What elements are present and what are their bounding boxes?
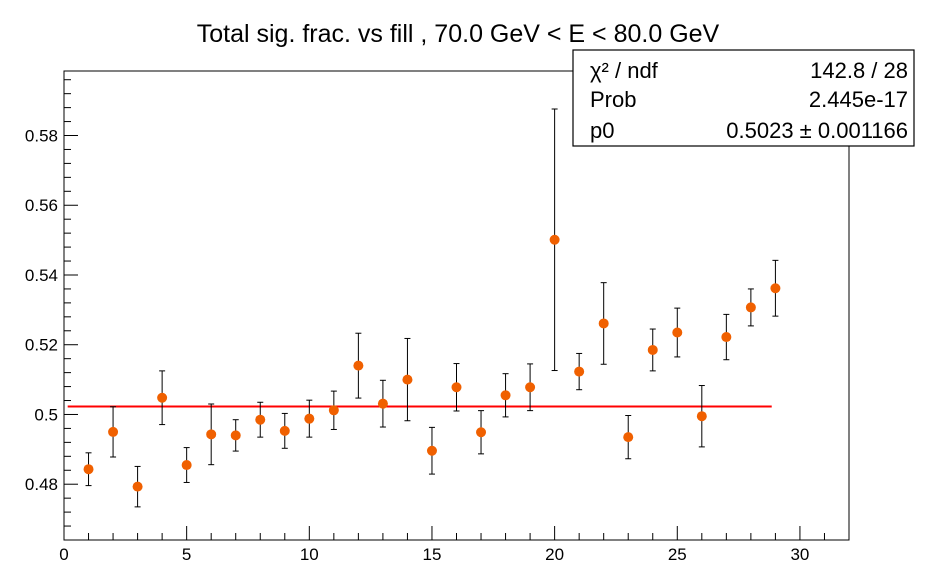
x-tick-label: 30 bbox=[790, 545, 809, 564]
x-tick-label: 10 bbox=[300, 545, 319, 564]
point-marker bbox=[647, 344, 658, 355]
data-point bbox=[108, 406, 119, 458]
data-point bbox=[574, 352, 585, 391]
data-point bbox=[549, 108, 560, 372]
stats-label-chi2: χ² / ndf bbox=[590, 58, 659, 83]
data-point bbox=[377, 379, 388, 428]
data-points bbox=[83, 108, 781, 508]
data-point bbox=[132, 465, 143, 508]
chart-title: Total sig. frac. vs fill , 70.0 GeV < E … bbox=[197, 20, 720, 48]
y-tick-label: 0.56 bbox=[25, 196, 58, 215]
stats-value-p0: 0.5023 ± 0.001166 bbox=[726, 118, 908, 143]
x-tick-label: 25 bbox=[668, 545, 687, 564]
stats-label-p0: p0 bbox=[590, 118, 614, 143]
stats-box-frame bbox=[572, 49, 915, 147]
point-marker bbox=[353, 360, 364, 371]
point-marker bbox=[672, 327, 683, 338]
point-marker bbox=[132, 481, 143, 492]
data-point bbox=[525, 363, 536, 412]
data-point bbox=[770, 259, 781, 317]
data-point bbox=[206, 403, 217, 466]
point-marker bbox=[451, 382, 462, 393]
data-point bbox=[83, 452, 94, 487]
point-marker bbox=[157, 392, 168, 403]
y-tick-label: 0.52 bbox=[25, 336, 58, 355]
x-tick-label: 0 bbox=[59, 545, 68, 564]
point-marker bbox=[83, 464, 94, 475]
data-point bbox=[696, 385, 707, 448]
point-marker bbox=[255, 414, 266, 425]
x-axis: 0 5 10 15 20 25 30 bbox=[59, 526, 850, 564]
point-marker bbox=[328, 405, 339, 416]
point-marker bbox=[304, 413, 315, 424]
point-marker bbox=[525, 382, 536, 393]
y-tick-label: 0.48 bbox=[25, 475, 58, 494]
data-point bbox=[402, 337, 413, 422]
point-marker bbox=[206, 429, 217, 440]
point-marker bbox=[108, 426, 119, 437]
point-marker bbox=[696, 411, 707, 422]
data-point bbox=[426, 426, 437, 475]
data-point bbox=[304, 399, 315, 438]
data-point bbox=[598, 282, 609, 365]
x-tick-label: 5 bbox=[182, 545, 191, 564]
data-point bbox=[279, 412, 290, 449]
data-point bbox=[328, 390, 339, 430]
point-marker bbox=[500, 390, 511, 401]
stats-label-prob: Prob bbox=[590, 87, 636, 112]
point-marker bbox=[574, 366, 585, 377]
data-point bbox=[745, 288, 756, 327]
y-tick-label: 0.58 bbox=[25, 127, 58, 146]
y-tick-label: 0.5 bbox=[34, 405, 58, 424]
data-point bbox=[721, 313, 732, 361]
data-point bbox=[672, 307, 683, 358]
point-marker bbox=[230, 430, 241, 441]
stats-value-chi2: 142.8 / 28 bbox=[810, 58, 908, 83]
point-marker bbox=[377, 398, 388, 409]
data-point bbox=[451, 363, 462, 412]
data-point bbox=[476, 410, 487, 455]
point-marker bbox=[181, 460, 192, 471]
data-point bbox=[181, 447, 192, 483]
point-marker bbox=[623, 432, 634, 443]
x-tick-label: 15 bbox=[423, 545, 442, 564]
point-marker bbox=[770, 283, 781, 294]
stats-box: χ² / ndf 142.8 / 28 Prob 2.445e-17 p0 0.… bbox=[572, 49, 915, 147]
point-marker bbox=[598, 318, 609, 329]
point-marker bbox=[402, 374, 413, 385]
y-axis: 0.48 0.5 0.52 0.54 0.56 0.58 bbox=[25, 79, 78, 541]
data-point bbox=[230, 419, 241, 452]
data-point bbox=[157, 370, 168, 426]
data-point bbox=[623, 415, 634, 460]
point-marker bbox=[549, 234, 560, 245]
point-marker bbox=[279, 425, 290, 436]
point-marker bbox=[721, 332, 732, 343]
y-tick-label: 0.54 bbox=[25, 266, 58, 285]
point-marker bbox=[745, 302, 756, 313]
data-point bbox=[353, 332, 364, 399]
point-marker bbox=[476, 427, 487, 438]
x-tick-label: 20 bbox=[545, 545, 564, 564]
point-marker bbox=[426, 445, 437, 456]
stats-value-prob: 2.445e-17 bbox=[809, 87, 908, 112]
data-point bbox=[500, 373, 511, 418]
data-point bbox=[647, 328, 658, 372]
data-point bbox=[255, 401, 266, 438]
